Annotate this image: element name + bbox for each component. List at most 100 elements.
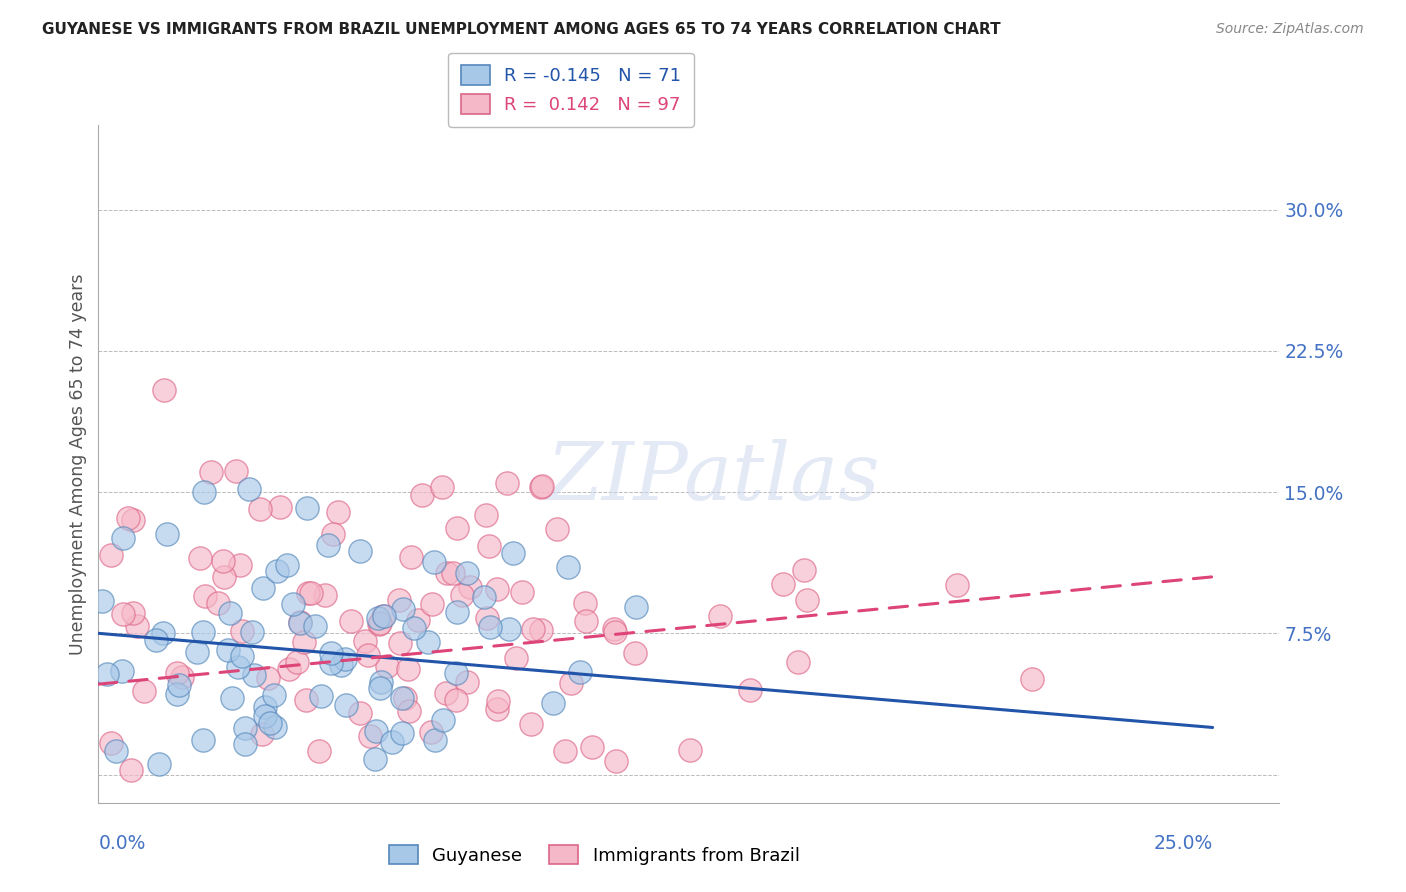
Point	[340, 614, 363, 628]
Point	[122, 606, 145, 620]
Point	[411, 488, 433, 502]
Point	[193, 485, 215, 500]
Point	[603, 624, 626, 639]
Point	[167, 678, 190, 692]
Point	[396, 662, 419, 676]
Point	[233, 737, 256, 751]
Point	[166, 687, 188, 701]
Point	[370, 675, 392, 690]
Point	[425, 733, 447, 747]
Point	[373, 609, 395, 624]
Point	[207, 596, 229, 610]
Y-axis label: Unemployment Among Ages 65 to 74 years: Unemployment Among Ages 65 to 74 years	[69, 273, 87, 655]
Point	[240, 624, 263, 639]
Point	[446, 605, 468, 619]
Text: GUYANESE VS IMMIGRANTS FROM BRAZIL UNEMPLOYMENT AMONG AGES 65 TO 74 YEARS CORREL: GUYANESE VS IMMIGRANTS FROM BRAZIL UNEMP…	[42, 22, 1001, 37]
Point	[381, 734, 404, 748]
Point	[486, 693, 509, 707]
Point	[295, 693, 318, 707]
Point	[430, 480, 453, 494]
Point	[603, 622, 626, 636]
Point	[541, 696, 564, 710]
Point	[444, 693, 467, 707]
Point	[112, 531, 135, 545]
Point	[364, 724, 387, 739]
Legend: Guyanese, Immigrants from Brazil: Guyanese, Immigrants from Brazil	[382, 838, 807, 871]
Point	[389, 636, 412, 650]
Point	[529, 623, 551, 637]
Point	[335, 698, 357, 712]
Point	[308, 744, 330, 758]
Point	[368, 615, 391, 630]
Point	[326, 505, 349, 519]
Point	[391, 691, 413, 706]
Point	[100, 548, 122, 562]
Point	[1021, 672, 1043, 686]
Point	[228, 659, 250, 673]
Point	[333, 652, 356, 666]
Point	[399, 549, 422, 564]
Point	[498, 623, 520, 637]
Point	[264, 720, 287, 734]
Point	[472, 590, 495, 604]
Point	[359, 729, 381, 743]
Point	[441, 566, 464, 581]
Point	[254, 709, 277, 723]
Point	[387, 593, 409, 607]
Point	[266, 564, 288, 578]
Point	[475, 611, 498, 625]
Point	[172, 670, 194, 684]
Point	[145, 632, 167, 647]
Point	[233, 721, 256, 735]
Point	[354, 634, 377, 648]
Point	[252, 581, 274, 595]
Point	[486, 582, 509, 597]
Point	[256, 671, 278, 685]
Point	[398, 704, 420, 718]
Text: 0.0%: 0.0%	[98, 834, 146, 853]
Point	[569, 665, 592, 679]
Point	[738, 683, 761, 698]
Point	[772, 577, 794, 591]
Point	[132, 684, 155, 698]
Point	[432, 713, 454, 727]
Point	[530, 480, 553, 494]
Point	[238, 482, 260, 496]
Point	[254, 699, 277, 714]
Point	[200, 465, 222, 479]
Point	[554, 743, 576, 757]
Point	[522, 622, 544, 636]
Point	[329, 657, 352, 672]
Point	[290, 615, 312, 630]
Point	[478, 620, 501, 634]
Point	[316, 538, 339, 552]
Point	[243, 668, 266, 682]
Point	[402, 621, 425, 635]
Point	[416, 634, 439, 648]
Point	[436, 566, 458, 580]
Point	[446, 521, 468, 535]
Point	[90, 594, 112, 608]
Point	[194, 589, 217, 603]
Point	[105, 744, 128, 758]
Point	[297, 586, 319, 600]
Point	[460, 580, 482, 594]
Point	[156, 527, 179, 541]
Point	[288, 616, 311, 631]
Point	[406, 613, 429, 627]
Point	[796, 592, 818, 607]
Point	[946, 578, 969, 592]
Text: ZIPatlas: ZIPatlas	[546, 439, 879, 516]
Point	[259, 715, 281, 730]
Point	[117, 511, 139, 525]
Point	[391, 601, 413, 615]
Point	[319, 646, 342, 660]
Point	[575, 614, 598, 628]
Point	[496, 476, 519, 491]
Point	[456, 566, 478, 581]
Point	[420, 597, 443, 611]
Point	[314, 588, 336, 602]
Point	[152, 625, 174, 640]
Point	[152, 383, 174, 397]
Point	[231, 624, 253, 638]
